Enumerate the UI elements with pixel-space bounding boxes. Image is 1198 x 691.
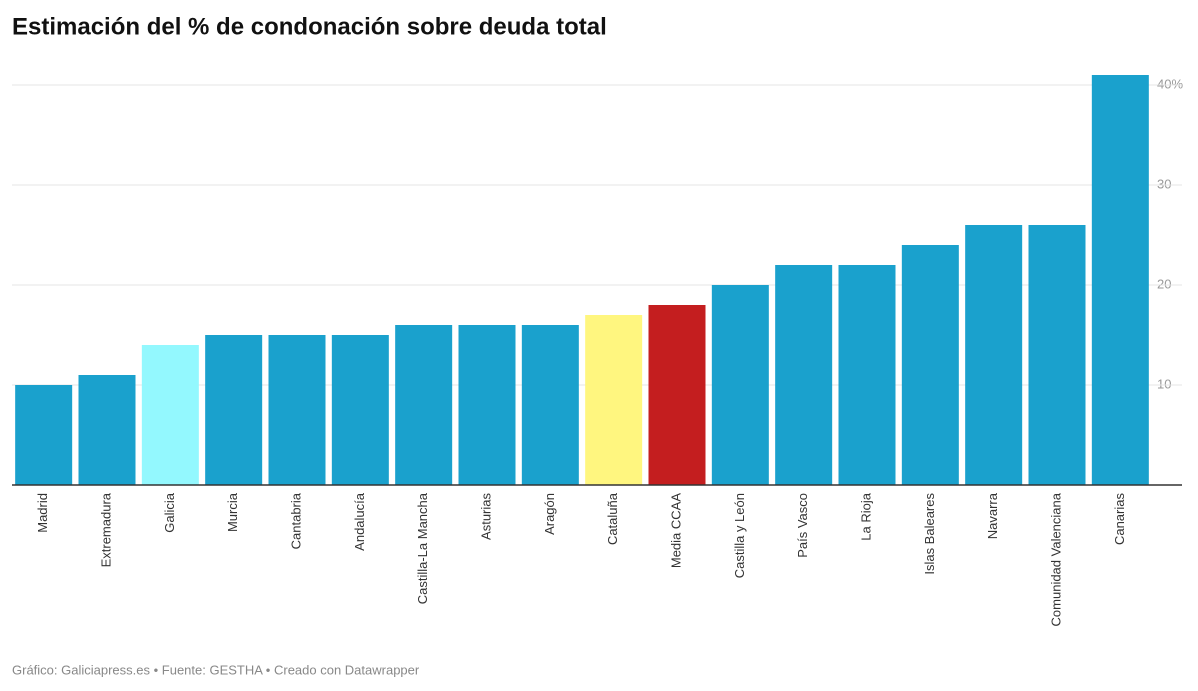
y-tick-label: 40% [1157,76,1183,91]
y-tick-label: 10 [1157,376,1171,391]
bar [1028,225,1086,485]
x-tick-label: Cantabria [288,492,303,549]
x-tick-label: Cataluña [605,492,620,545]
x-tick-label: Galicia [162,492,177,533]
bar [205,335,263,485]
x-tick-label: Asturias [478,493,493,540]
bar [331,335,389,485]
bar [15,385,73,485]
bar [901,245,959,485]
x-tick-label: Madrid [35,493,50,533]
bar [711,285,769,485]
x-tick-label: Castilla y León [732,493,747,578]
x-tick-label: Aragón [542,493,557,535]
bar [775,265,833,485]
x-tick-label: País Vasco [795,493,810,558]
bar [78,375,136,485]
bar [521,325,579,485]
bar [395,325,453,485]
bar [838,265,896,485]
y-tick-label: 20 [1157,276,1171,291]
x-tick-label: Extremadura [98,492,113,567]
y-tick-label: 30 [1157,176,1171,191]
x-tick-label: Comunidad Valenciana [1048,492,1063,626]
bar [141,345,199,485]
x-tick-label: Castilla-La Mancha [415,492,430,604]
x-tick-label: Islas Baleares [922,493,937,575]
x-tick-label: La Rioja [858,492,873,540]
bar [648,305,706,485]
bar [268,335,326,485]
x-tick-label: Murcia [225,492,240,532]
chart-title: Estimación del % de condonación sobre de… [12,13,607,40]
chart-source: Gráfico: Galiciapress.es • Fuente: GESTH… [12,662,420,677]
bar [585,315,643,485]
bar [965,225,1023,485]
x-tick-label: Canarias [1112,493,1127,546]
bar [1091,75,1149,485]
bar [458,325,516,485]
x-tick-label: Media CCAA [668,493,683,568]
x-tick-label: Navarra [985,492,1000,539]
x-tick-label: Andalucía [352,492,367,551]
